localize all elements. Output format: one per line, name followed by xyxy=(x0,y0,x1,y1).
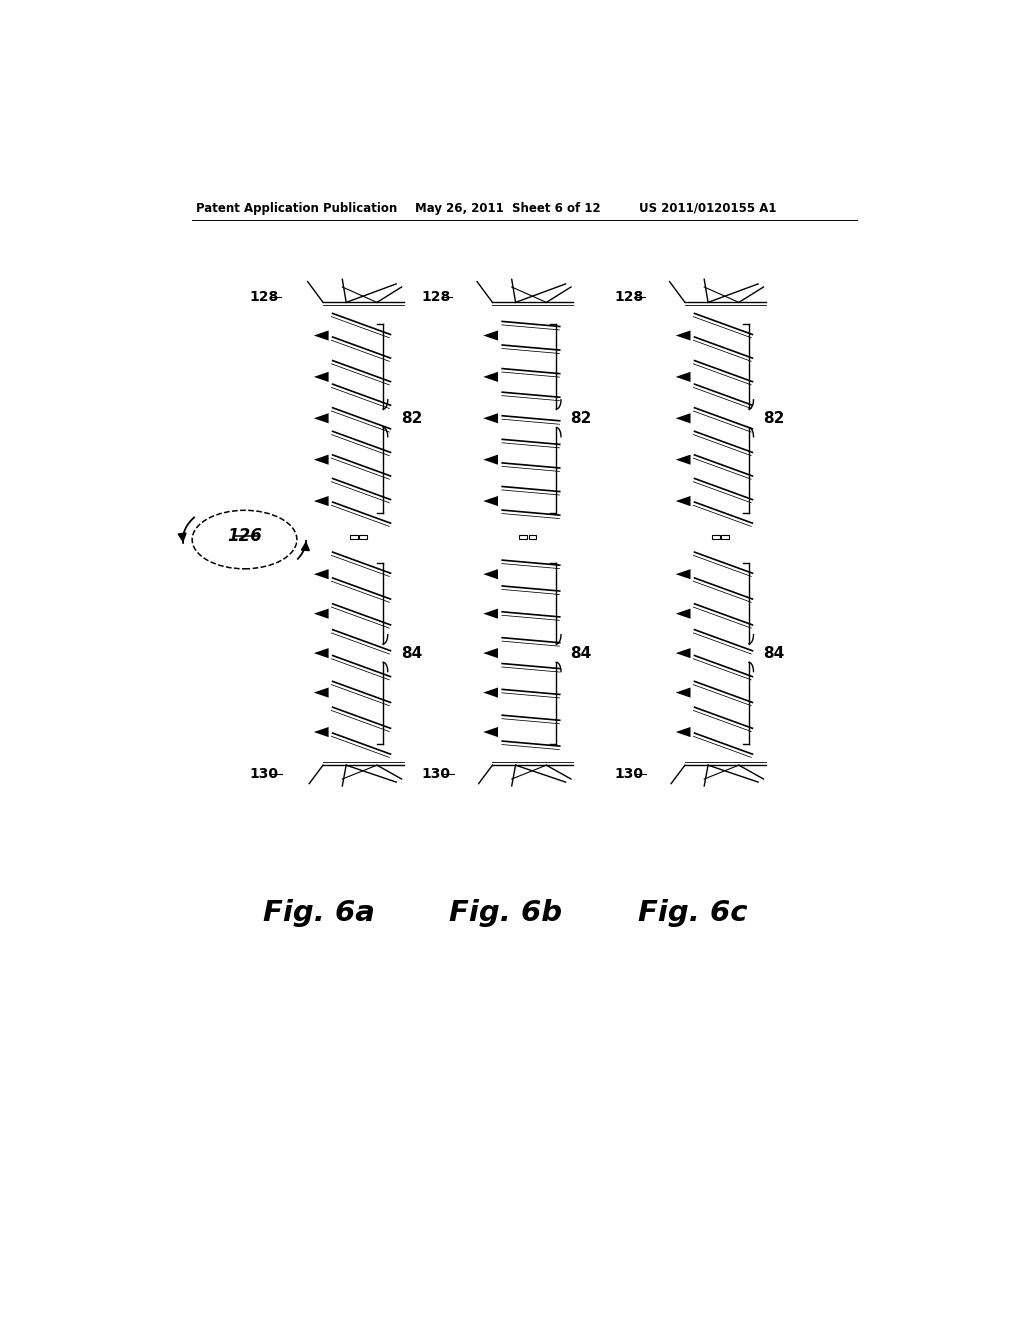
Text: 84: 84 xyxy=(400,645,422,660)
Polygon shape xyxy=(483,413,498,424)
Polygon shape xyxy=(313,609,329,619)
Polygon shape xyxy=(313,727,329,737)
Text: US 2011/0120155 A1: US 2011/0120155 A1 xyxy=(639,202,776,215)
Polygon shape xyxy=(483,454,498,465)
Polygon shape xyxy=(483,688,498,698)
Polygon shape xyxy=(313,330,329,341)
Polygon shape xyxy=(483,609,498,619)
Polygon shape xyxy=(313,413,329,424)
Bar xyxy=(721,535,729,539)
Polygon shape xyxy=(313,454,329,465)
Polygon shape xyxy=(313,688,329,698)
Text: Fig. 6c: Fig. 6c xyxy=(638,899,748,927)
Text: 126: 126 xyxy=(227,527,262,545)
Bar xyxy=(712,535,720,539)
Text: Patent Application Publication: Patent Application Publication xyxy=(196,202,397,215)
Text: 130: 130 xyxy=(250,767,279,781)
Polygon shape xyxy=(483,330,498,341)
Text: Fig. 6a: Fig. 6a xyxy=(263,899,375,927)
Polygon shape xyxy=(676,454,690,465)
Bar xyxy=(528,535,537,539)
Text: 84: 84 xyxy=(763,645,784,660)
Polygon shape xyxy=(676,496,690,506)
Text: 84: 84 xyxy=(570,645,592,660)
Polygon shape xyxy=(676,330,690,341)
Polygon shape xyxy=(313,569,329,579)
Polygon shape xyxy=(676,372,690,381)
Text: May 26, 2011  Sheet 6 of 12: May 26, 2011 Sheet 6 of 12 xyxy=(416,202,601,215)
Text: 82: 82 xyxy=(763,411,784,426)
Polygon shape xyxy=(483,727,498,737)
Text: 128: 128 xyxy=(422,290,451,304)
Polygon shape xyxy=(676,688,690,698)
Polygon shape xyxy=(676,648,690,659)
Polygon shape xyxy=(483,372,498,381)
Bar xyxy=(519,535,527,539)
Text: 130: 130 xyxy=(422,767,451,781)
Polygon shape xyxy=(676,413,690,424)
Text: 128: 128 xyxy=(614,290,643,304)
Text: Fig. 6b: Fig. 6b xyxy=(449,899,562,927)
Bar xyxy=(350,535,357,539)
Text: 128: 128 xyxy=(250,290,280,304)
Text: 130: 130 xyxy=(614,767,643,781)
Polygon shape xyxy=(483,496,498,506)
Bar xyxy=(359,535,367,539)
Polygon shape xyxy=(483,569,498,579)
Polygon shape xyxy=(676,727,690,737)
Polygon shape xyxy=(313,372,329,381)
Polygon shape xyxy=(313,496,329,506)
Polygon shape xyxy=(483,648,498,659)
Text: 82: 82 xyxy=(570,411,592,426)
Polygon shape xyxy=(676,609,690,619)
Text: 82: 82 xyxy=(400,411,422,426)
Polygon shape xyxy=(676,569,690,579)
Polygon shape xyxy=(313,648,329,659)
